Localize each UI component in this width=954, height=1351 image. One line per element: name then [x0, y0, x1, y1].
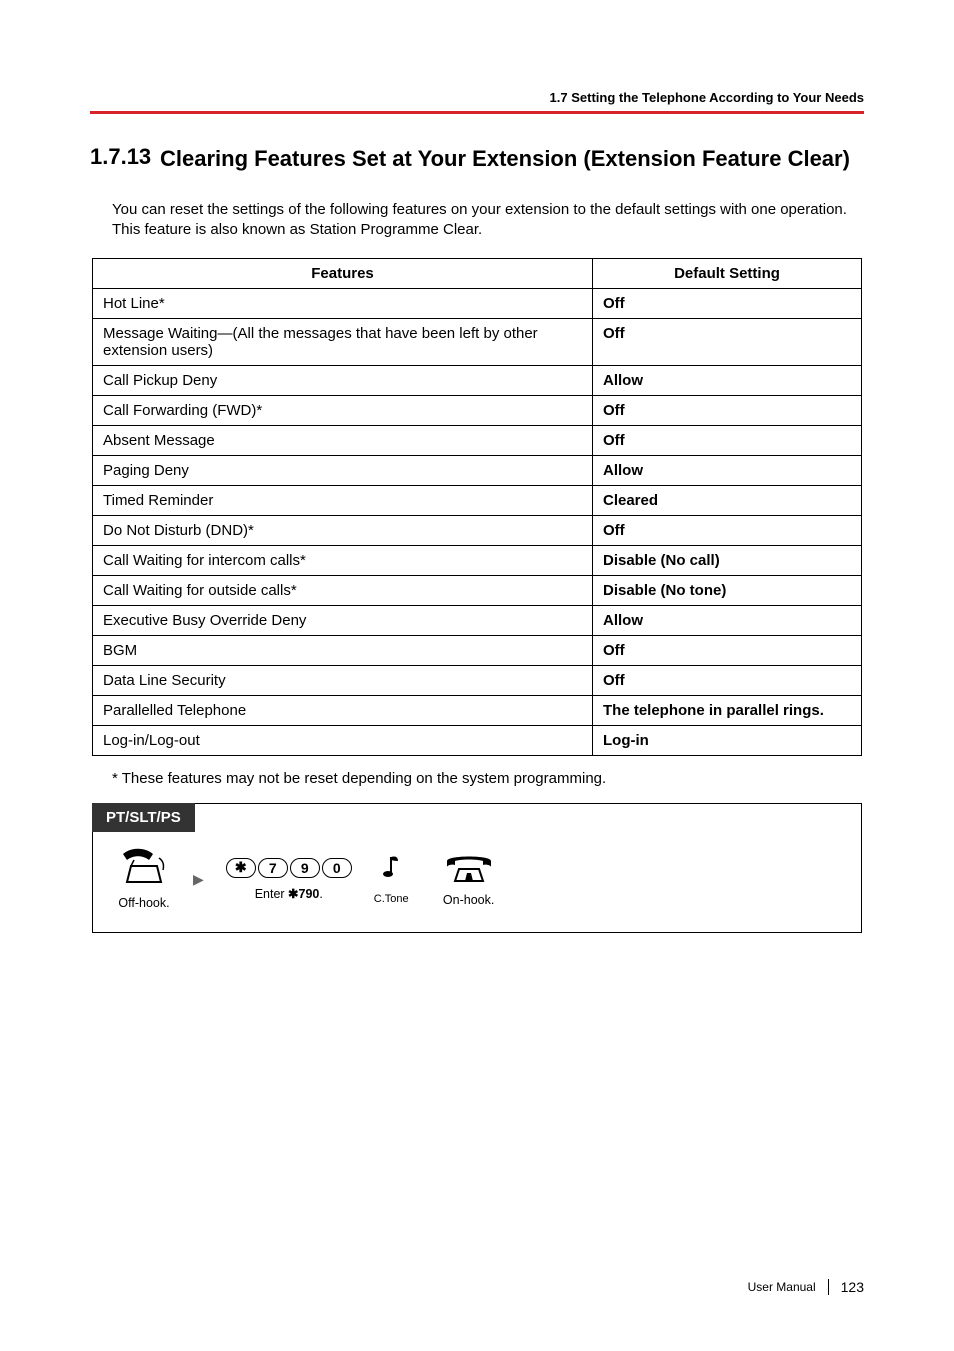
offhook-label: Off-hook. — [118, 896, 169, 910]
section-heading: 1.7.13 Clearing Features Set at Your Ext… — [90, 144, 864, 174]
enter-label: Enter ✱790. — [255, 886, 323, 901]
feature-cell: Call Waiting for outside calls* — [93, 576, 593, 606]
table-row: Parallelled TelephoneThe telephone in pa… — [93, 696, 862, 726]
page: 1.7 Setting the Telephone According to Y… — [0, 0, 954, 1351]
key-0: 0 — [322, 858, 352, 878]
feature-cell: Do Not Disturb (DND)* — [93, 516, 593, 546]
table-header-row: Features Default Setting — [93, 259, 862, 289]
default-cell: Off — [593, 289, 862, 319]
feature-cell: Message Waiting—(All the messages that h… — [93, 319, 593, 366]
feature-cell: Parallelled Telephone — [93, 696, 593, 726]
col-features: Features — [93, 259, 593, 289]
keypad: ✱ 7 9 0 — [226, 858, 352, 878]
table-row: Call Waiting for outside calls*Disable (… — [93, 576, 862, 606]
default-cell: Allow — [593, 606, 862, 636]
key-9: 9 — [290, 858, 320, 878]
procedure-row: Off-hook. ▶ ✱ 7 9 0 Enter ✱790. — [117, 848, 837, 910]
feature-cell: Log-in/Log-out — [93, 726, 593, 756]
table-row: Message Waiting—(All the messages that h… — [93, 319, 862, 366]
enter-code: ✱790 — [288, 887, 319, 901]
default-cell: Cleared — [593, 486, 862, 516]
feature-cell: Hot Line* — [93, 289, 593, 319]
default-cell: Off — [593, 319, 862, 366]
heading-number: 1.7.13 — [90, 144, 160, 174]
intro-p1: You can reset the settings of the follow… — [112, 201, 847, 218]
table-row: Log-in/Log-outLog-in — [93, 726, 862, 756]
intro-p2: This feature is also known as Station Pr… — [112, 221, 482, 238]
default-cell: The telephone in parallel rings. — [593, 696, 862, 726]
ctone-label: C.Tone — [374, 893, 409, 905]
table-row: Timed ReminderCleared — [93, 486, 862, 516]
step-onhook: On-hook. — [441, 851, 497, 907]
footer-doc: User Manual — [748, 1280, 816, 1294]
feature-cell: Call Pickup Deny — [93, 366, 593, 396]
running-head: 1.7 Setting the Telephone According to Y… — [90, 90, 864, 105]
table-row: Hot Line*Off — [93, 289, 862, 319]
default-cell: Off — [593, 636, 862, 666]
feature-cell: Data Line Security — [93, 666, 593, 696]
table-row: Call Waiting for intercom calls*Disable … — [93, 546, 862, 576]
enter-suffix: . — [319, 887, 322, 901]
default-cell: Off — [593, 516, 862, 546]
feature-cell: BGM — [93, 636, 593, 666]
feature-cell: Call Waiting for intercom calls* — [93, 546, 593, 576]
default-cell: Off — [593, 426, 862, 456]
onhook-icon — [441, 851, 497, 885]
features-table: Features Default Setting Hot Line*Off Me… — [92, 258, 862, 756]
offhook-icon — [117, 848, 171, 888]
key-7: 7 — [258, 858, 288, 878]
default-cell: Allow — [593, 366, 862, 396]
footer-divider — [828, 1279, 829, 1295]
feature-cell: Absent Message — [93, 426, 593, 456]
step-enter: ✱ 7 9 0 Enter ✱790. — [226, 858, 352, 901]
page-footer: User Manual 123 — [748, 1279, 864, 1295]
reset-note: * These features may not be reset depend… — [112, 770, 864, 787]
onhook-label: On-hook. — [443, 893, 494, 907]
arrow-icon: ▶ — [193, 871, 204, 888]
accent-rule — [90, 111, 864, 114]
table-row: Call Forwarding (FWD)*Off — [93, 396, 862, 426]
table-row: Do Not Disturb (DND)*Off — [93, 516, 862, 546]
feature-cell: Timed Reminder — [93, 486, 593, 516]
default-cell: Off — [593, 666, 862, 696]
procedure-box: PT/SLT/PS Off-hook. ▶ ✱ 7 9 0 — [92, 803, 862, 933]
procedure-tab: PT/SLT/PS — [92, 803, 195, 832]
table-row: BGMOff — [93, 636, 862, 666]
table-row: Paging DenyAllow — [93, 456, 862, 486]
col-default: Default Setting — [593, 259, 862, 289]
default-cell: Allow — [593, 456, 862, 486]
default-cell: Disable (No call) — [593, 546, 862, 576]
feature-cell: Executive Busy Override Deny — [93, 606, 593, 636]
default-cell: Log-in — [593, 726, 862, 756]
step-offhook: Off-hook. — [117, 848, 171, 910]
heading-title: Clearing Features Set at Your Extension … — [160, 144, 850, 174]
table-row: Absent MessageOff — [93, 426, 862, 456]
footer-page: 123 — [841, 1279, 864, 1295]
feature-cell: Call Forwarding (FWD)* — [93, 396, 593, 426]
step-ctone: C.Tone — [374, 853, 409, 905]
table-row: Executive Busy Override DenyAllow — [93, 606, 862, 636]
feature-cell: Paging Deny — [93, 456, 593, 486]
enter-prefix: Enter — [255, 887, 288, 901]
default-cell: Disable (No tone) — [593, 576, 862, 606]
default-cell: Off — [593, 396, 862, 426]
table-row: Call Pickup DenyAllow — [93, 366, 862, 396]
table-row: Data Line SecurityOff — [93, 666, 862, 696]
key-star: ✱ — [226, 858, 256, 878]
intro-text: You can reset the settings of the follow… — [112, 200, 864, 241]
ctone-icon — [378, 853, 404, 883]
